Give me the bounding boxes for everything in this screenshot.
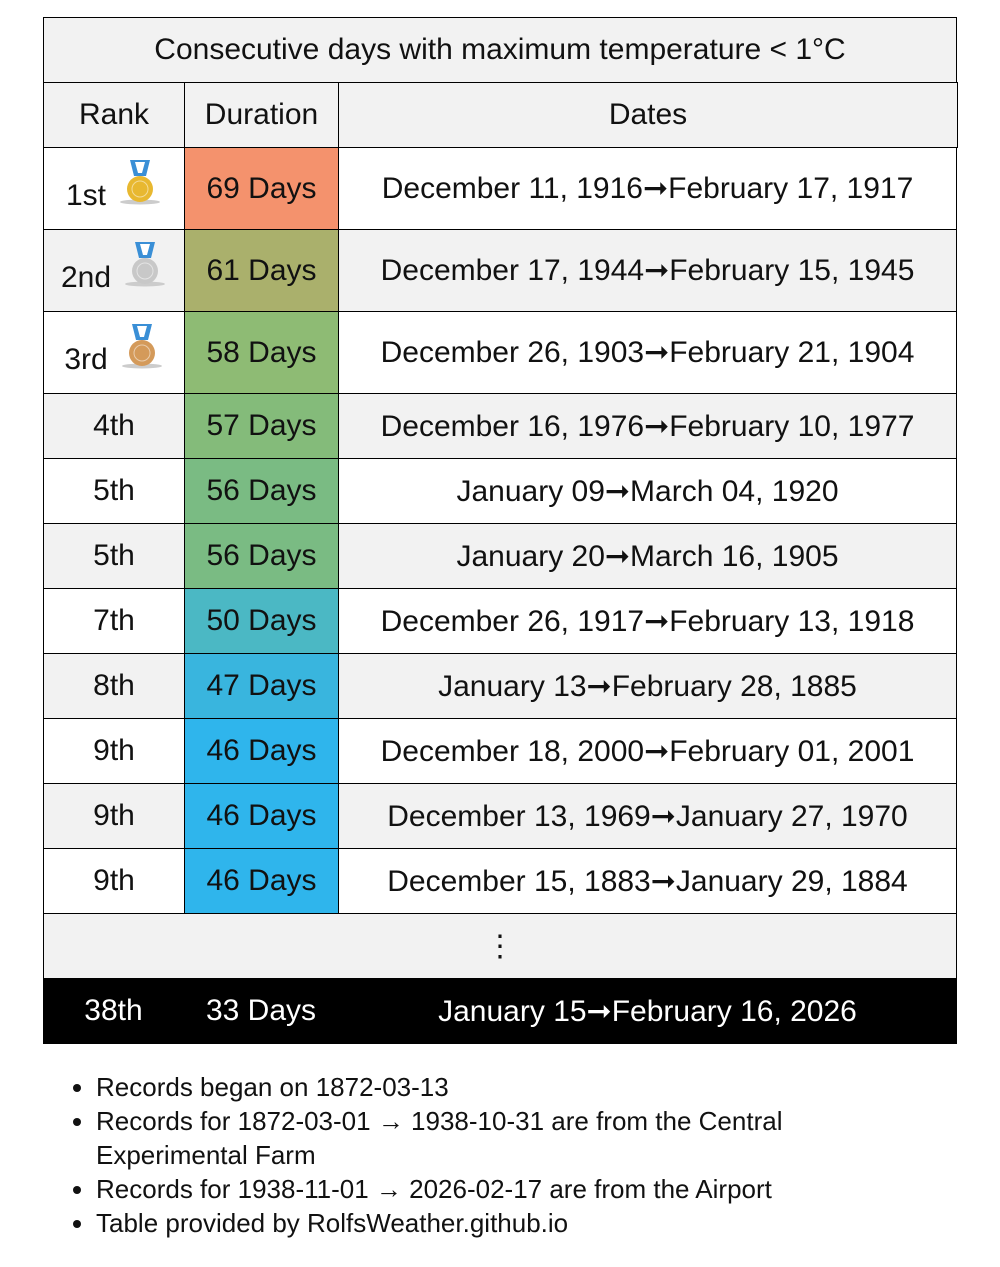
cell-text: December 15, 1883➞January 29, 1884 [387,864,908,898]
duration: 69 Days [184,147,339,230]
cell-text: 7th [93,604,135,637]
dates: December 26, 1917➞February 13, 1918 [338,588,957,654]
current-dates: January 15➞February 16, 2026 [338,978,957,1044]
medal-icon [125,241,166,286]
duration: 56 Days [184,523,339,589]
cell-text: 5th [93,539,135,572]
cell-text: 5th [93,474,135,507]
rank: 8th [43,653,185,719]
rank: 1st [43,147,185,230]
rank: 5th [43,523,185,589]
rank: 3rd [43,311,185,394]
cell-text: Rank [78,98,150,131]
ellipsis: ⋮ [43,913,957,979]
cell-text: 4th [93,409,135,442]
cell-text: January 09➞March 04, 1920 [456,474,839,508]
cell-text: December 11, 1916➞February 17, 1917 [381,172,914,205]
duration: 57 Days [184,393,339,459]
rank: 5th [43,458,185,524]
cell-text: 33 Days [205,994,317,1027]
note: Records for 1938-11-01 → 2026-02-17 are … [96,1172,896,1206]
cell-text: 1st [65,178,107,212]
cell-text: January 15➞February 16, 2026 [438,994,857,1028]
notes: Records began on 1872-03-13Records for 1… [60,1070,896,1240]
dates: December 26, 1903➞February 21, 1904 [338,311,957,394]
cell-text: 57 Days [206,409,317,442]
dates: December 11, 1916➞February 17, 1917 [338,147,957,230]
cell-text: December 17, 1944➞February 15, 1945 [380,254,915,287]
cell-text: 9th [93,734,135,767]
dates: December 18, 2000➞February 01, 2001 [338,718,957,784]
cell-text: 69 Days [206,171,317,205]
cell-text: December 18, 2000➞February 01, 2001 [380,734,915,768]
cell-text: December 16, 1976➞February 10, 1977 [380,409,915,443]
dates: December 17, 1944➞February 15, 1945 [338,229,957,312]
cell-text: Duration [204,98,319,131]
cell-text: 47 Days [206,669,317,702]
cell-text: 46 Days [206,734,317,767]
cell-text: December 13, 1969➞January 27, 1970 [387,799,908,833]
cell-text: 56 Days [206,474,317,507]
cell-text: 38th [84,994,143,1027]
duration: 61 Days [184,229,339,312]
rank: 9th [43,848,185,914]
cell-text: ⋮ [485,929,515,963]
duration-header: Duration [184,82,339,148]
dates: January 20➞March 16, 1905 [338,523,957,589]
dates: December 13, 1969➞January 27, 1970 [338,783,957,849]
duration: 47 Days [184,653,339,719]
dates: January 13➞February 28, 1885 [338,653,957,719]
duration: 46 Days [184,783,339,849]
cell-text: Dates [608,98,688,131]
cell-text: Consecutive days with maximum temperatur… [154,33,846,66]
dates: January 09➞March 04, 1920 [338,458,957,524]
cell-text: December 26, 1917➞February 13, 1918 [380,604,915,638]
duration: 56 Days [184,458,339,524]
note: Table provided by RolfsWeather.github.io [96,1206,896,1240]
current-rank: 38th [43,978,184,1044]
cell-text: 56 Days [206,539,317,572]
medal-icon [120,159,161,204]
cell-text: December 26, 1903➞February 21, 1904 [380,336,915,369]
rank: 9th [43,718,185,784]
rank: 2nd [43,229,185,312]
medal-icon [121,323,162,368]
cell-text: 9th [93,864,135,897]
note: Records began on 1872-03-13 [96,1070,896,1104]
duration: 46 Days [184,718,339,784]
cell-text: 50 Days [206,604,317,637]
cell-text: 58 Days [206,335,317,369]
cell-text: 46 Days [206,864,317,897]
note: Records for 1872-03-01 → 1938-10-31 are … [96,1104,896,1172]
duration: 58 Days [184,311,339,394]
title: Consecutive days with maximum temperatur… [43,17,957,83]
cell-text: 9th [93,799,135,832]
cell-text: 61 Days [206,253,317,287]
rank-header: Rank [43,82,185,148]
cell-text: January 20➞March 16, 1905 [456,539,839,573]
cell-text: 3rd [64,342,108,376]
rank: 4th [43,393,185,459]
dates: December 15, 1883➞January 29, 1884 [338,848,957,914]
duration: 50 Days [184,588,339,654]
dates-header: Dates [338,82,958,148]
cell-text: 8th [93,669,135,702]
cell-text: 46 Days [206,799,317,832]
cell-text: 2nd [60,260,112,294]
current-duration: 33 Days [184,978,338,1044]
duration: 46 Days [184,848,339,914]
cell-text: January 13➞February 28, 1885 [438,669,857,703]
rank: 9th [43,783,185,849]
dates: December 16, 1976➞February 10, 1977 [338,393,957,459]
rank: 7th [43,588,185,654]
